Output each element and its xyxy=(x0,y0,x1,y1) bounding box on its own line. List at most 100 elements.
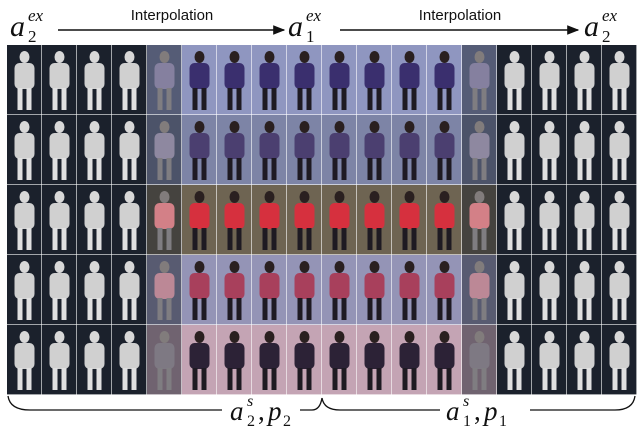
person-body xyxy=(399,63,420,89)
person-head xyxy=(194,121,205,133)
person-head xyxy=(229,331,240,343)
person-body xyxy=(504,343,525,369)
person-head xyxy=(54,261,65,273)
person-leg xyxy=(367,88,373,110)
person-head xyxy=(614,51,625,63)
person-leg xyxy=(227,368,233,390)
person-leg xyxy=(367,228,373,250)
person-head xyxy=(614,121,625,133)
person-leg xyxy=(376,298,382,320)
person-body xyxy=(119,343,140,369)
person-leg xyxy=(437,298,443,320)
label-base: a xyxy=(446,396,460,426)
person-leg xyxy=(507,368,513,390)
person-head xyxy=(334,121,345,133)
person-body xyxy=(49,273,70,299)
person-body xyxy=(329,63,350,89)
person-head xyxy=(334,331,345,343)
image-grid xyxy=(7,45,637,395)
person-leg xyxy=(612,298,618,320)
person-leg xyxy=(551,158,557,180)
person-body xyxy=(399,273,420,299)
person-head xyxy=(544,261,555,273)
label-base: p xyxy=(482,396,498,426)
person-leg xyxy=(437,88,443,110)
person-leg xyxy=(61,88,67,110)
person-leg xyxy=(577,368,583,390)
person-leg xyxy=(227,228,233,250)
person-leg xyxy=(236,368,242,390)
person-leg xyxy=(621,368,627,390)
person-head xyxy=(404,331,415,343)
person-leg xyxy=(122,88,128,110)
person-leg xyxy=(402,158,408,180)
person-leg xyxy=(577,88,583,110)
person-body xyxy=(364,273,385,299)
label-base: p xyxy=(266,396,282,426)
person-leg xyxy=(621,228,627,250)
person-leg xyxy=(52,158,58,180)
person-head xyxy=(299,331,310,343)
person-body xyxy=(224,133,245,159)
person-leg xyxy=(341,298,347,320)
brace xyxy=(321,395,636,411)
person-body xyxy=(294,273,315,299)
person-leg xyxy=(472,298,478,320)
person-body xyxy=(434,203,455,229)
person-head xyxy=(474,331,485,343)
person-leg xyxy=(551,368,557,390)
person-leg xyxy=(411,228,417,250)
person-leg xyxy=(262,88,268,110)
person-body xyxy=(49,133,70,159)
person-leg xyxy=(96,88,102,110)
person-leg xyxy=(262,368,268,390)
person-leg xyxy=(332,228,338,250)
person-head xyxy=(194,191,205,203)
person-body xyxy=(189,273,210,299)
person-leg xyxy=(341,368,347,390)
person-head xyxy=(159,191,170,203)
person-head xyxy=(229,121,240,133)
person-body xyxy=(224,343,245,369)
person-leg xyxy=(551,228,557,250)
person-head xyxy=(89,191,100,203)
person-body xyxy=(294,63,315,89)
person-head xyxy=(579,51,590,63)
person-body xyxy=(84,343,105,369)
person-leg xyxy=(481,88,487,110)
person-head xyxy=(579,261,590,273)
person-body xyxy=(364,63,385,89)
person-leg xyxy=(87,368,93,390)
person-head xyxy=(124,191,135,203)
person-leg xyxy=(332,88,338,110)
person-head xyxy=(264,261,275,273)
person-body xyxy=(469,133,490,159)
person-leg xyxy=(332,298,338,320)
person-body xyxy=(154,203,175,229)
person-leg xyxy=(96,298,102,320)
label-sub: 1 xyxy=(306,27,315,46)
person-head xyxy=(299,261,310,273)
person-body xyxy=(259,133,280,159)
person-body xyxy=(154,343,175,369)
person-leg xyxy=(122,368,128,390)
person-leg xyxy=(87,298,93,320)
person-body xyxy=(574,133,595,159)
person-leg xyxy=(271,228,277,250)
person-head xyxy=(509,331,520,343)
person-leg xyxy=(192,158,198,180)
person-leg xyxy=(586,228,592,250)
person-body xyxy=(14,63,35,89)
person-leg xyxy=(61,158,67,180)
person-leg xyxy=(577,228,583,250)
person-body xyxy=(364,343,385,369)
person-head xyxy=(159,51,170,63)
person-head xyxy=(124,121,135,133)
person-body xyxy=(259,343,280,369)
person-leg xyxy=(131,368,137,390)
person-body xyxy=(539,273,560,299)
person-leg xyxy=(411,158,417,180)
person-leg xyxy=(341,228,347,250)
person-leg xyxy=(516,158,522,180)
